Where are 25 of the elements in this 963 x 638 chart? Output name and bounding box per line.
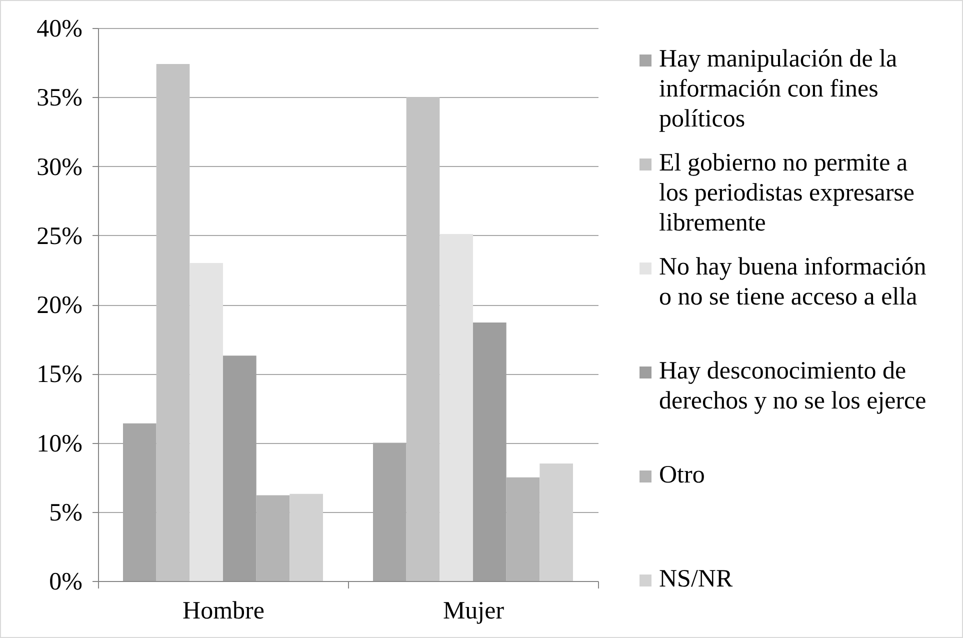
y-tick-label: 10%: [36, 430, 82, 458]
y-tick-label: 40%: [36, 16, 82, 42]
bar: [406, 97, 440, 581]
bar: [440, 234, 473, 581]
legend-label: Hay manipulación de la información con fines políticos: [659, 46, 898, 132]
y-tick-label: 20%: [36, 292, 82, 319]
y-tick-label: 25%: [36, 222, 82, 250]
y-tick-label: 5%: [49, 499, 82, 526]
legend-label: Otro: [659, 462, 705, 488]
legend-label: No hay buena información o no se tiene acceso a ella: [659, 254, 927, 310]
x-tick-label: Mujer: [442, 598, 505, 624]
bar: [256, 495, 290, 581]
legend-label: Hay desconocimiento de derechos y no se los ejerce: [659, 358, 926, 414]
y-tick-label: 35%: [36, 84, 82, 112]
y-tick-label: 30%: [36, 154, 82, 181]
bar: [156, 64, 190, 581]
bar: [190, 263, 223, 581]
y-tick-label: 0%: [49, 568, 82, 596]
bar: [540, 463, 573, 581]
x-tick-label: Hombre: [182, 598, 264, 624]
bar: [506, 477, 540, 581]
legend-label: El gobierno no permite a los periodistas expresarse libremente: [659, 150, 914, 236]
y-tick-label: 15%: [36, 361, 82, 388]
bar: [290, 494, 323, 581]
legend-label: NS/NR: [659, 566, 733, 592]
